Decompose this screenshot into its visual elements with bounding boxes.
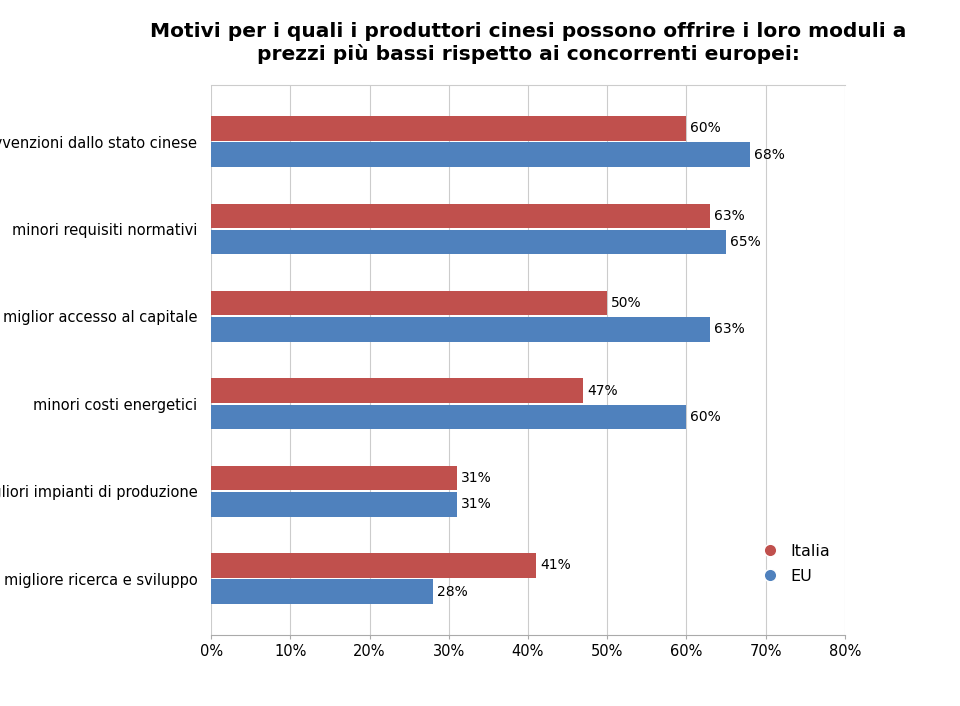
Bar (211, 405, 686, 429)
Bar (211, 378, 584, 403)
Text: 60%: 60% (690, 410, 721, 424)
Text: 31%: 31% (461, 497, 492, 511)
Bar (211, 554, 536, 578)
Bar (211, 230, 726, 254)
Text: 50%: 50% (612, 297, 642, 310)
Text: 47%: 47% (588, 383, 618, 397)
Bar (211, 492, 457, 517)
Bar (211, 203, 710, 228)
Bar (211, 143, 750, 167)
Bar (211, 317, 710, 342)
Bar (211, 116, 686, 140)
Text: 28%: 28% (437, 585, 468, 599)
Text: 63%: 63% (714, 209, 745, 223)
Text: 31%: 31% (461, 471, 492, 485)
Legend: Italia, EU: Italia, EU (748, 538, 837, 590)
Text: 41%: 41% (540, 558, 570, 573)
Text: 65%: 65% (730, 235, 760, 249)
Text: 68%: 68% (754, 148, 784, 162)
Bar (211, 291, 607, 316)
Text: 63%: 63% (714, 323, 745, 337)
Bar (211, 466, 457, 490)
Text: 60%: 60% (690, 121, 721, 136)
Bar (211, 580, 433, 604)
Title: Motivi per i quali i produttori cinesi possono offrire i loro moduli a
prezzi pi: Motivi per i quali i produttori cinesi p… (150, 21, 906, 64)
